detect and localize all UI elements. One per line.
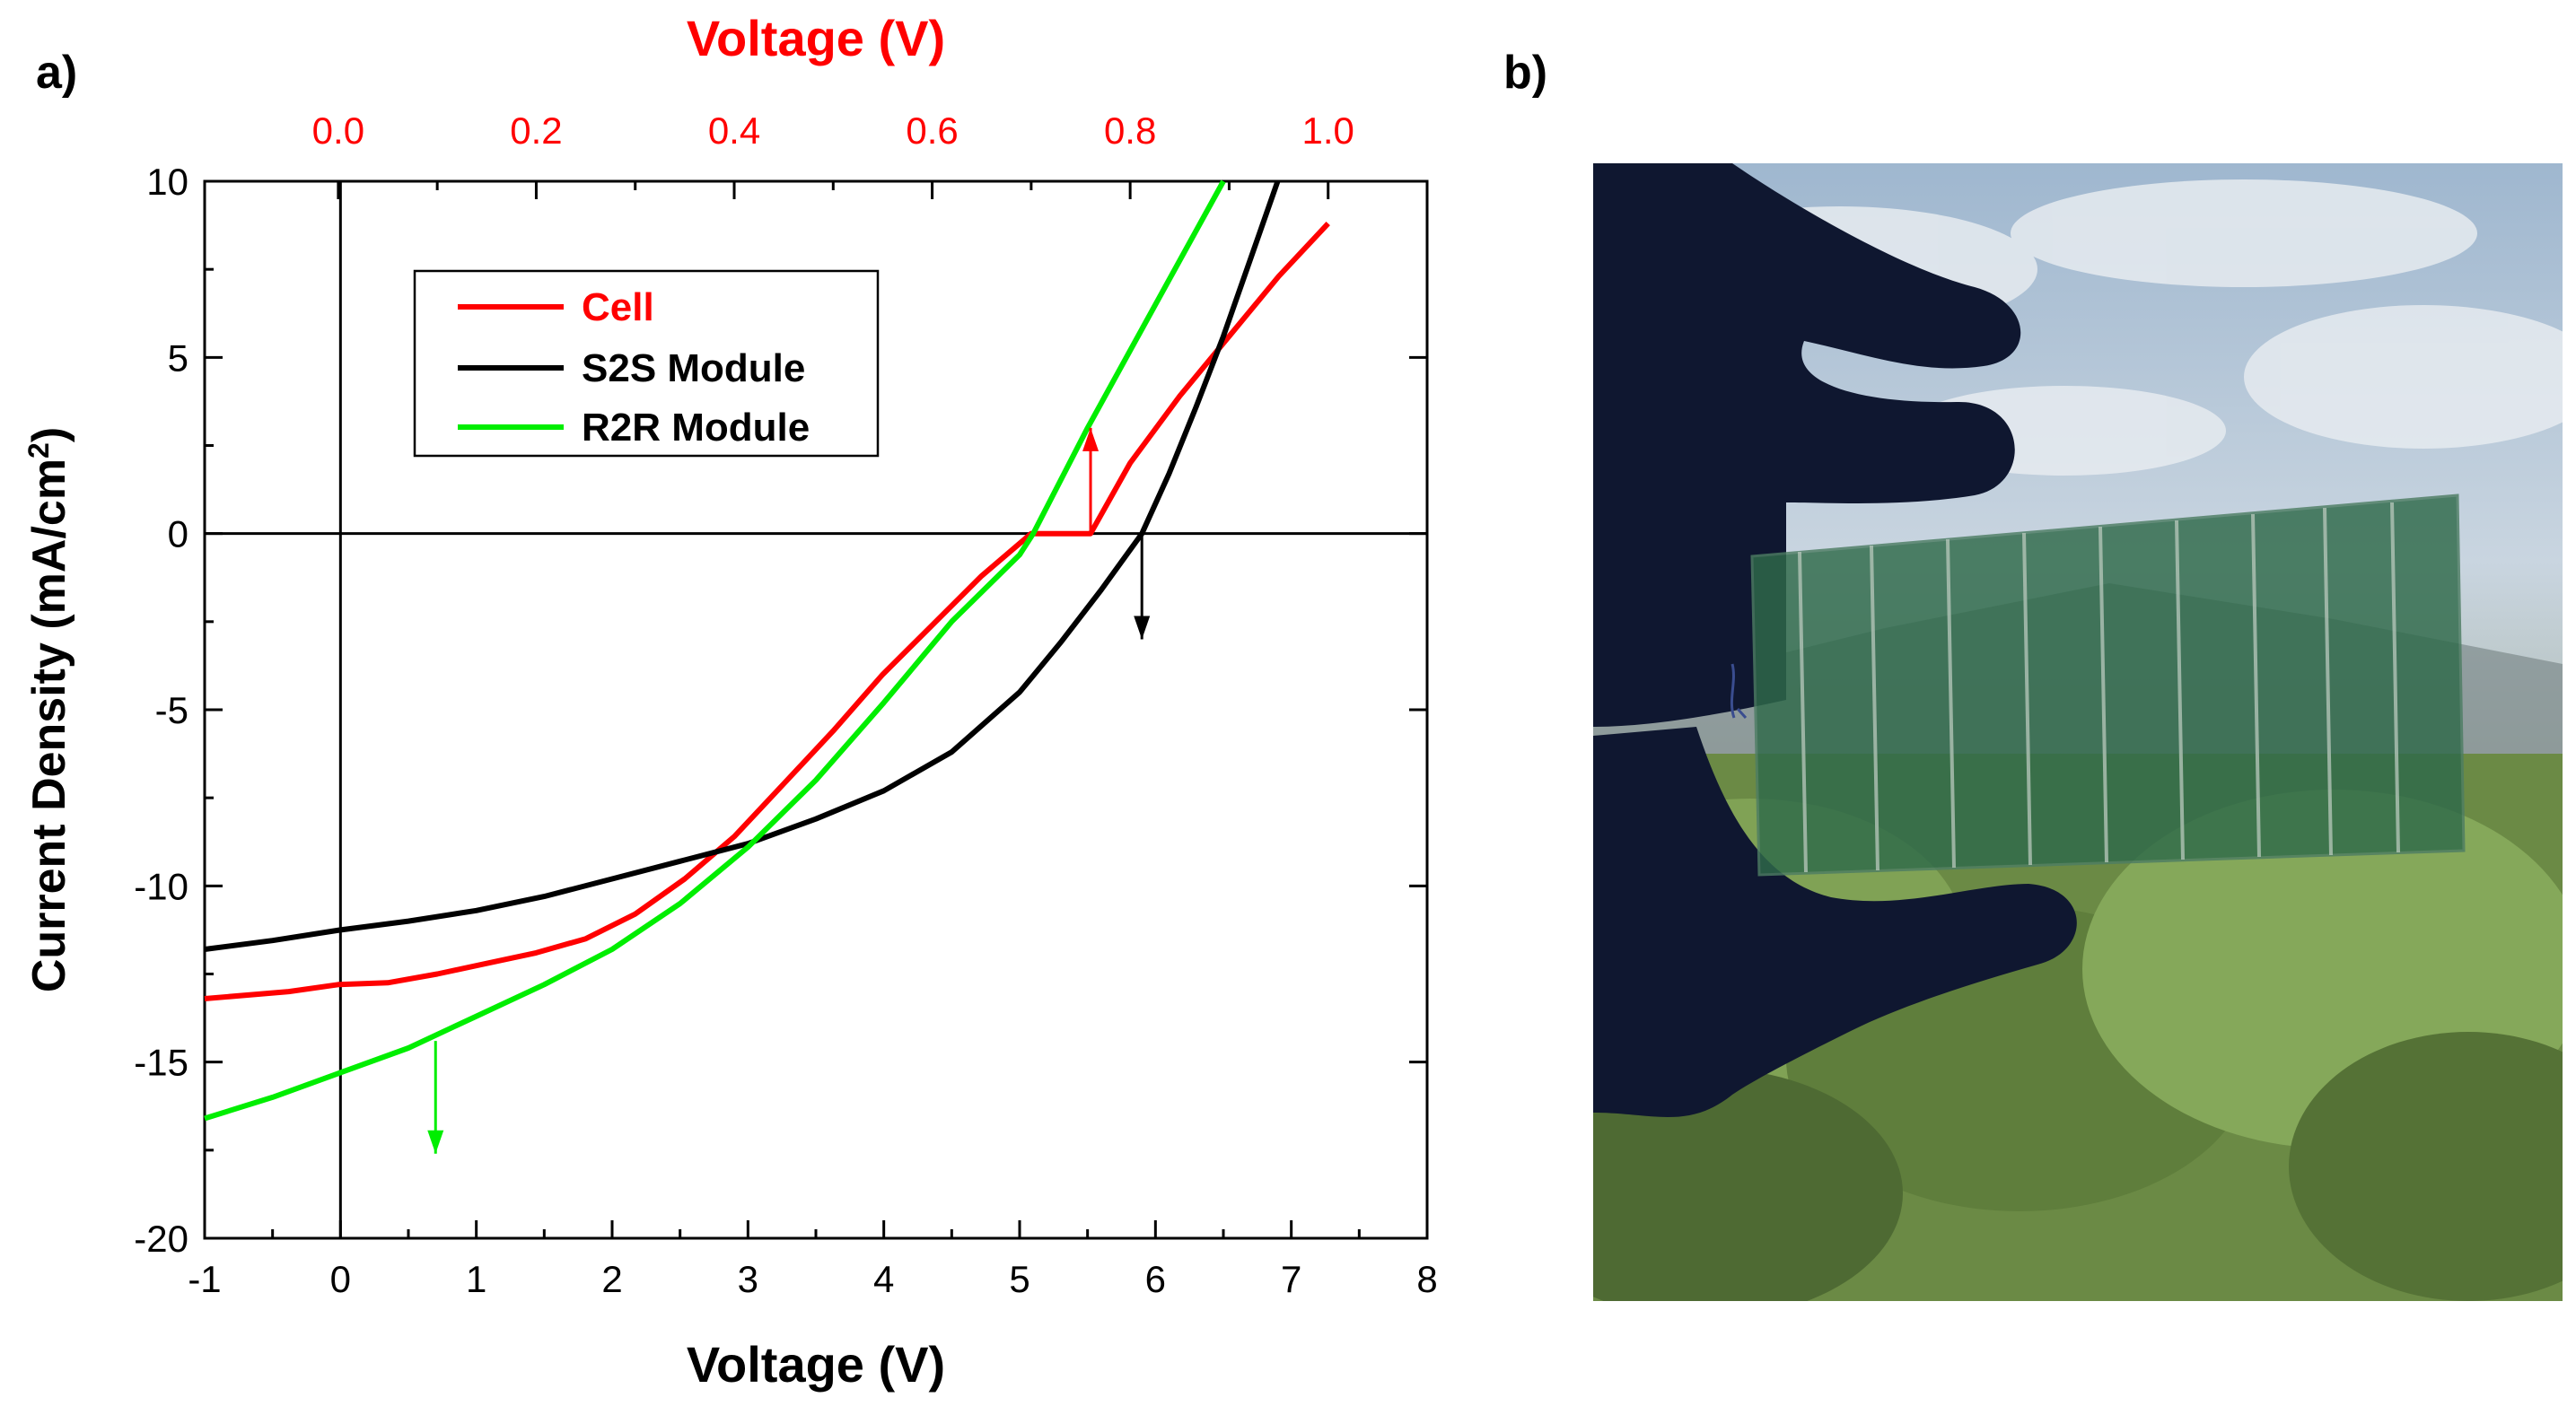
annotation-arrows xyxy=(427,427,1151,1154)
top-tick-label: 0.6 xyxy=(906,109,958,152)
y-tick-label: -5 xyxy=(155,689,188,731)
series-line-cell xyxy=(204,222,1330,1001)
y-tick-label: 5 xyxy=(168,336,188,379)
y-tick-label: 10 xyxy=(146,161,188,203)
x-tick-label: -1 xyxy=(188,1258,221,1300)
legend-box xyxy=(413,269,880,458)
module-handwriting xyxy=(1730,663,1748,720)
legend-label-cell: Cell xyxy=(582,285,654,329)
y-tick-label: -10 xyxy=(134,865,188,907)
zero-lines xyxy=(205,181,1427,1238)
series-group xyxy=(204,179,1330,1122)
x-tick-label: 2 xyxy=(601,1258,622,1300)
y-axis-title: Current Density (mA/cm2) xyxy=(22,427,75,992)
solar-module xyxy=(1730,494,2466,877)
x-tick-label: 7 xyxy=(1281,1258,1301,1300)
x-tick-label: 8 xyxy=(1416,1258,1437,1300)
y-tick-label: -15 xyxy=(134,1042,188,1084)
top-tick-label: 0.4 xyxy=(708,109,760,152)
series-line-r2r-module xyxy=(204,179,1226,1122)
x-tick-label: 3 xyxy=(738,1258,758,1300)
series-line-s2s-module xyxy=(204,180,1281,952)
x-tick-label: 4 xyxy=(873,1258,894,1300)
arrow-head-r2r-module xyxy=(427,1130,444,1154)
x-tick-label: 0 xyxy=(330,1258,351,1300)
legend-label-s2s: S2S Module xyxy=(582,346,805,390)
module-stripes xyxy=(1798,502,2400,873)
panel-b-label: b) xyxy=(1503,47,1547,99)
arrow-head-s2s-module xyxy=(1134,616,1151,640)
x-axis-title: Voltage (V) xyxy=(687,1336,945,1393)
legend-label-r2r: R2R Module xyxy=(582,406,810,450)
arrow-head-cell xyxy=(1082,427,1100,451)
module-film xyxy=(1750,494,2466,877)
top-tick-label: 0.2 xyxy=(510,109,562,152)
y-tick-label: -20 xyxy=(134,1218,188,1260)
top-tick-label: 0.0 xyxy=(312,109,364,152)
x-tick-label: 5 xyxy=(1009,1258,1030,1300)
y-axis-title-sup: 2 xyxy=(22,442,55,459)
y-axis-title-end: ) xyxy=(23,427,75,442)
y-tick-label: 0 xyxy=(168,513,188,555)
y-axis-title-main: Current Density (mA/cm xyxy=(23,459,75,992)
gloved-hand xyxy=(1593,163,2077,1117)
panel-a-label: a) xyxy=(36,47,77,99)
device-photo xyxy=(1593,163,2563,1301)
legend: Cell S2S Module R2R Module xyxy=(413,269,880,458)
x-tick-label: 1 xyxy=(466,1258,486,1300)
top-tick-label: 0.8 xyxy=(1104,109,1156,152)
top-tick-label: 1.0 xyxy=(1302,109,1354,152)
top-x-axis-title: Voltage (V) xyxy=(687,10,945,66)
x-tick-label: 6 xyxy=(1145,1258,1166,1300)
